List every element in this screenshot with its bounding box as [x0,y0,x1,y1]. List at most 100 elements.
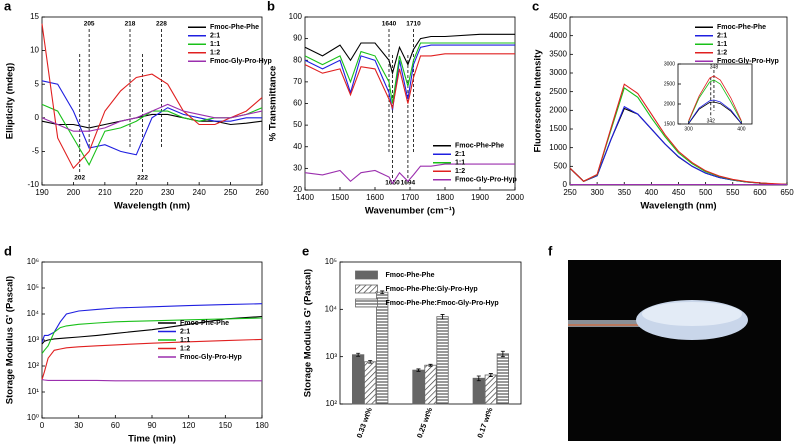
y-tick-label: 10³ [325,352,337,361]
y-tick-label: 10² [325,399,337,408]
series-line [304,44,515,111]
y-tick-label: 0 [563,180,568,189]
y-tick-label: -10 [27,180,39,189]
series-line [41,113,263,129]
marker-label: 1694 [401,180,416,187]
bar [412,369,425,405]
marker-label: 222 [137,175,148,182]
legend-label: 1:1 [210,41,220,48]
y-tick-label: 5 [35,79,40,88]
y-tick-label: 100 [289,12,303,21]
series-line [688,101,742,124]
bar [351,354,365,405]
x-tick-label: 0.17 wt% [475,406,494,439]
legend-label: 2:1 [717,33,727,40]
y-tick-label: 80 [293,55,302,64]
y-tick-label: 70 [293,77,302,86]
series-line [41,103,263,132]
legend-label: Fmoc-Phe-Phe [386,272,435,279]
panel-letter: d [4,243,12,258]
y-tick-label: 3500 [549,49,567,58]
legend-label: Fmoc-Phe-Phe [180,320,229,327]
series-line [688,99,742,124]
series-line [304,42,515,104]
photo-panel: f [548,243,781,441]
bar [424,364,437,405]
y-tick-label: 2500 [664,81,675,87]
x-tick-label: 1400 [296,193,314,202]
x-tick-label: 250 [563,188,577,197]
y-tick-label: 10¹ [27,387,39,396]
marker-label: 1710 [406,21,421,28]
bar [436,316,449,405]
x-tick-label: 220 [130,188,144,197]
y-tick-label: 1000 [549,143,567,152]
legend-swatch [355,284,378,294]
marker-label: 342 [707,118,716,124]
legend-label: Fmoc-Phe-Phe [210,24,259,31]
x-tick-label: 0 [40,421,45,430]
y-axis-title: Fluorescence Intensity [533,49,544,153]
legend-label: 1:2 [210,50,220,57]
y-tick-label: 60 [293,99,302,108]
y-tick-label: 2000 [549,105,567,114]
plot-frame [569,16,788,186]
x-tick-label: 1500 [331,193,349,202]
y-tick-label: 10³ [27,335,39,344]
bar [496,353,510,405]
x-tick-label: 400 [737,126,746,132]
hydrogel-top [642,302,742,326]
bar [484,374,497,405]
y-tick-label: 10⁵ [325,257,337,266]
y-tick-label: 10⁴ [325,304,338,313]
legend-label: 1:2 [717,50,727,57]
x-tick-label: 550 [726,188,740,197]
x-tick-label: 300 [590,188,604,197]
x-tick-label: 2000 [506,193,524,202]
plot-frame [677,63,753,125]
y-tick-label: 15 [30,12,39,21]
legend-label: Fmoc-Phe-Phe [455,143,504,150]
legend-label: 1:2 [180,345,190,352]
x-tick-label: 150 [219,421,233,430]
y-tick-label: 50 [293,120,302,129]
series-line [41,338,263,380]
x-tick-label: 600 [753,188,767,197]
series-line [569,83,788,185]
x-tick-label: 60 [111,421,120,430]
y-tick-label: 90 [293,34,302,43]
legend-swatch [355,298,378,308]
x-tick-label: 1900 [471,193,489,202]
series-line [41,317,263,354]
x-tick-label: 1800 [436,193,454,202]
legend-label: Fmoc-Gly-Pro-Hyp [210,58,272,65]
error-bar [368,360,373,364]
x-axis-title: Wavelength (nm) [114,201,190,212]
plot-frame [41,16,263,186]
series-line [41,80,262,156]
y-tick-label: 40 [293,142,302,151]
y-tick-label: -5 [32,147,40,156]
y-tick-label: 500 [554,161,568,170]
x-tick-label: 1700 [401,193,419,202]
series-line [304,163,515,185]
photo-background [568,260,781,441]
error-bar [380,290,385,294]
x-tick-label: 0.25 wt% [415,406,434,439]
marker-label: 228 [156,21,167,28]
marker-label: 348 [710,64,719,70]
x-axis-title: Time (min) [128,434,176,444]
x-tick-label: 190 [35,188,49,197]
y-axis-title: Storage Modulus G' (Pascal) [5,276,16,404]
series-line [304,33,515,76]
x-tick-label: 250 [224,188,238,197]
legend-label: 2:1 [210,33,220,40]
y-tick-label: 4500 [549,12,567,21]
series-line [41,23,263,170]
y-tick-label: 3000 [664,61,675,67]
x-tick-label: 240 [192,188,206,197]
marker-label: 1640 [382,21,397,28]
x-tick-label: 300 [684,126,693,132]
legend-label: Fmoc-Phe-Phe [717,24,766,31]
